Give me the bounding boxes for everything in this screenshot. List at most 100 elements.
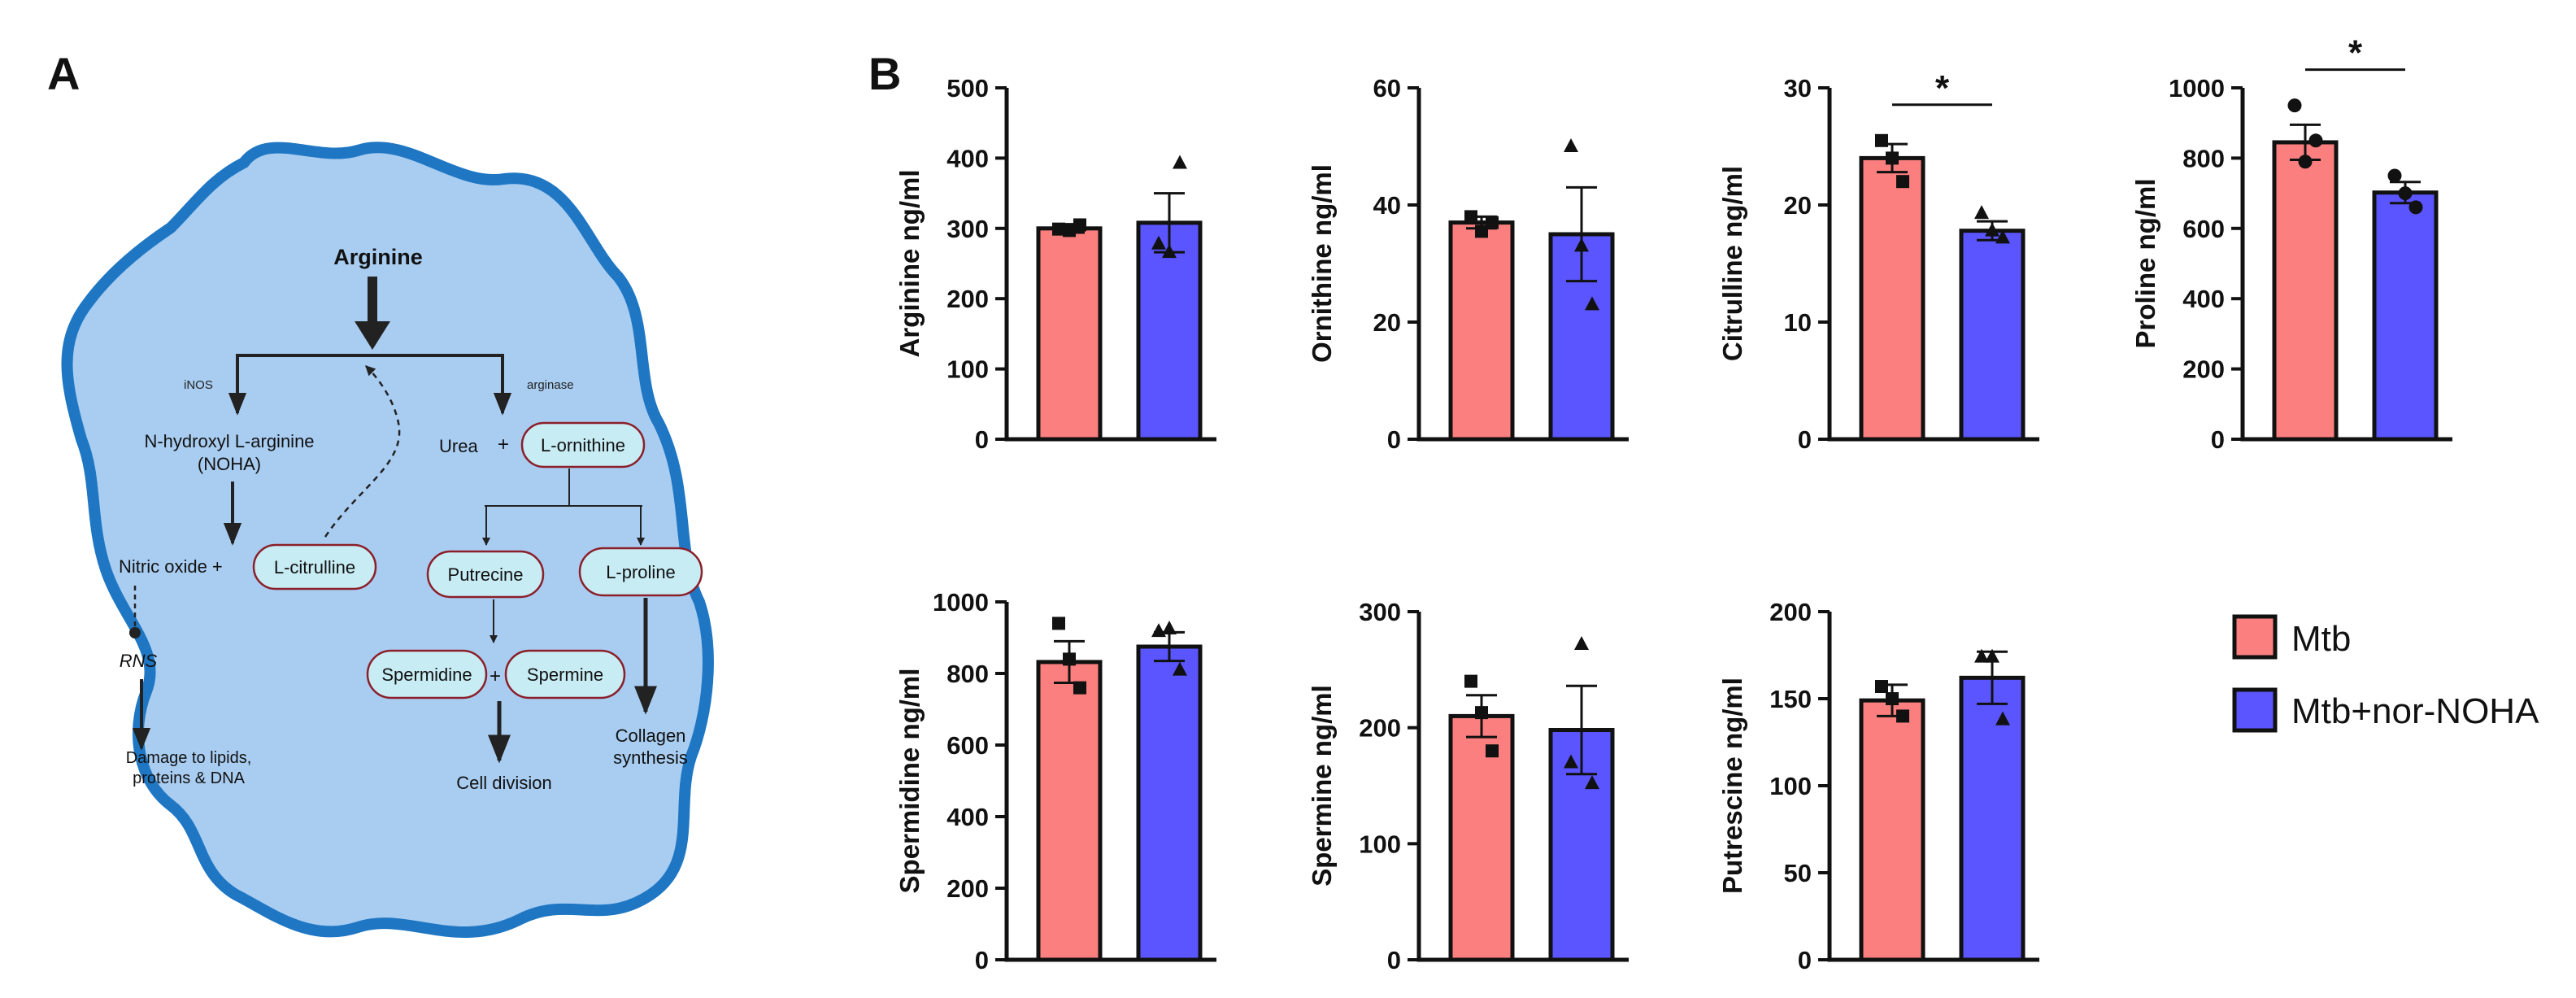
y-tick-label: 100 <box>946 355 989 384</box>
data-point <box>1464 674 1477 688</box>
y-tick-label: 1000 <box>933 588 989 617</box>
y-tick-label: 200 <box>1769 598 1812 626</box>
data-point <box>2398 186 2413 201</box>
data-point <box>1564 754 1578 769</box>
data-point <box>1173 155 1187 169</box>
significance-star: * <box>2348 33 2363 73</box>
y-axis-label: Arginine ng/ml <box>894 170 925 358</box>
y-tick-label: 0 <box>975 425 989 454</box>
bar-nor-noha <box>1959 675 2026 962</box>
bar-nor-noha <box>2372 190 2439 442</box>
inos-label: iNOS <box>184 378 213 392</box>
data-point <box>1985 648 1999 663</box>
bar-nor-noha <box>1136 644 1203 962</box>
y-tick-label: 800 <box>946 660 989 688</box>
y-tick-label: 300 <box>1359 598 1401 626</box>
data-point <box>2287 98 2302 113</box>
data-point <box>1574 238 1589 252</box>
chart-ornithine: 0 20 40 60 Ornithine ng/ml <box>1307 74 1629 454</box>
panel-b-label: B <box>868 48 901 99</box>
data-point <box>1162 244 1177 259</box>
chart-proline: 0 200 400 600 800 1000 Proline ng/ml * <box>2130 33 2452 454</box>
data-point <box>1063 652 1076 666</box>
collagen-label-line2: synthesis <box>613 747 688 768</box>
putrecine-node <box>426 550 545 599</box>
putrecine-label: Putrecine <box>448 564 524 585</box>
collagen-label-line1: Collagen <box>616 726 686 746</box>
data-point <box>1875 680 1888 694</box>
data-point <box>1896 175 1909 189</box>
y-tick-label: 50 <box>1784 859 1812 887</box>
bar-mtb <box>2272 140 2339 442</box>
y-tick-label: 0 <box>1387 425 1401 454</box>
data-point <box>1475 224 1488 238</box>
data-point <box>1974 648 1989 663</box>
y-tick-label: 100 <box>1769 772 1812 800</box>
y-tick-label: 800 <box>2182 144 2225 172</box>
cell-outline <box>61 142 714 939</box>
data-point <box>1173 661 1187 676</box>
y-tick-label: 20 <box>1373 308 1401 337</box>
bar-nor-noha <box>1136 220 1203 442</box>
legend-swatch-mtb <box>2232 614 2278 660</box>
panel-a-label: A <box>47 48 80 99</box>
y-tick-label: 0 <box>1798 946 1812 974</box>
legend-label-mtb: Mtb <box>2291 619 2351 659</box>
data-point <box>1162 621 1177 634</box>
y-tick-label: 200 <box>1359 714 1401 743</box>
spermidine-node <box>366 649 488 699</box>
data-point <box>1896 709 1909 723</box>
y-tick-label: 200 <box>946 285 989 313</box>
l-proline-node <box>578 547 703 597</box>
data-point <box>1974 205 1989 220</box>
legend-label-nor-noha: Mtb+nor-NOHA <box>2291 691 2539 731</box>
y-axis-label: Proline ng/ml <box>2130 178 2160 348</box>
chart-citrulline: 0 10 20 30 Citrulline ng/ml * <box>1717 68 2039 454</box>
data-point <box>2308 133 2323 148</box>
y-tick-label: 300 <box>946 215 989 243</box>
y-axis-label: Putrescine ng/ml <box>1717 678 1747 894</box>
spermidine-label: Spermidine <box>381 665 472 685</box>
bar-mtb <box>1859 155 1925 442</box>
data-point <box>1073 218 1086 232</box>
bar-mtb <box>1036 226 1103 442</box>
nitric-oxide-label: Nitric oxide + <box>119 556 223 577</box>
chart-arginine: 0 100 200 300 400 500 Arginine ng/ml <box>894 74 1216 454</box>
damage-label-line2: proteins & DNA <box>133 769 245 787</box>
y-tick-label: 200 <box>2182 355 2225 384</box>
data-point <box>1886 151 1899 165</box>
y-tick-label: 10 <box>1784 308 1812 337</box>
y-tick-label: 0 <box>1387 946 1401 974</box>
rns-label: RNS <box>120 651 158 671</box>
data-point <box>1995 229 2010 244</box>
legend-swatch-nor-noha <box>2232 687 2278 733</box>
bar-mtb <box>1448 713 1515 962</box>
chart-putrescine: 0 50 100 150 200 Putrescine ng/ml <box>1717 598 2039 974</box>
arginine-label: Arginine <box>333 245 423 269</box>
data-point <box>1985 222 1999 237</box>
data-point <box>1073 681 1086 695</box>
significance-star: * <box>1935 68 1950 108</box>
data-point <box>1875 133 1888 147</box>
urea-label: Urea <box>439 436 478 456</box>
l-citrulline-node <box>252 543 377 591</box>
data-point <box>1486 744 1499 758</box>
data-point <box>1052 222 1065 236</box>
citrulline-recycle-arrow <box>324 365 401 538</box>
data-point <box>1052 617 1065 630</box>
data-point <box>1886 692 1899 705</box>
l-proline-label: L-proline <box>606 562 676 582</box>
y-tick-label: 0 <box>2211 425 2225 454</box>
y-tick-label: 40 <box>1373 191 1401 220</box>
data-point <box>1585 296 1599 311</box>
y-tick-label: 0 <box>1798 425 1812 454</box>
y-tick-label: 400 <box>946 803 989 831</box>
bar-nor-noha <box>1959 229 2026 442</box>
y-tick-label: 400 <box>946 144 989 172</box>
spermidine-plus-sign: + <box>490 665 501 687</box>
data-point <box>1574 635 1589 650</box>
y-axis-label: Citrulline ng/ml <box>1717 166 1747 361</box>
arginine-arrow-head <box>355 321 390 350</box>
